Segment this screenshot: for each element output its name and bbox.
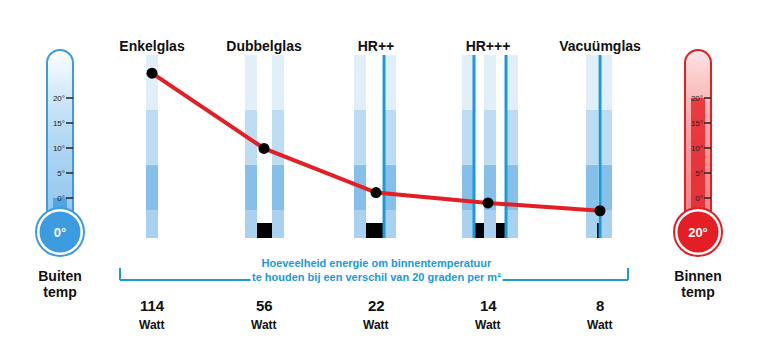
svg-text:20°: 20° <box>688 225 708 240</box>
svg-text:Watt: Watt <box>587 318 613 332</box>
svg-text:Vacuümglas: Vacuümglas <box>559 38 641 54</box>
svg-text:5°: 5° <box>695 169 703 178</box>
svg-text:temp: temp <box>681 284 714 300</box>
svg-text:Watt: Watt <box>475 318 501 332</box>
svg-text:temp: temp <box>43 284 76 300</box>
svg-text:10°: 10° <box>691 144 703 153</box>
svg-text:Hoeveelheid energie om binnent: Hoeveelheid energie om binnentemperatuur… <box>252 257 501 283</box>
svg-text:HR++: HR++ <box>358 38 395 54</box>
svg-text:20°: 20° <box>53 94 65 103</box>
svg-text:22: 22 <box>368 297 385 314</box>
svg-text:15°: 15° <box>53 119 65 128</box>
svg-text:56: 56 <box>256 297 273 314</box>
svg-text:0°: 0° <box>57 194 65 203</box>
svg-text:5°: 5° <box>57 169 65 178</box>
svg-text:14: 14 <box>480 297 497 314</box>
svg-text:Dubbelglas: Dubbelglas <box>226 38 302 54</box>
svg-text:114: 114 <box>140 297 165 314</box>
svg-text:8: 8 <box>596 297 604 314</box>
svg-text:0°: 0° <box>54 225 66 240</box>
svg-text:Watt: Watt <box>363 318 389 332</box>
svg-text:Watt: Watt <box>139 318 165 332</box>
svg-text:HR+++: HR+++ <box>466 38 511 54</box>
svg-text:20°: 20° <box>691 94 703 103</box>
svg-text:Buiten: Buiten <box>38 268 82 284</box>
svg-text:Binnen: Binnen <box>674 268 721 284</box>
svg-text:0°: 0° <box>695 194 703 203</box>
svg-text:Watt: Watt <box>251 318 277 332</box>
svg-text:15°: 15° <box>691 119 703 128</box>
svg-text:Enkelglas: Enkelglas <box>119 38 185 54</box>
svg-text:10°: 10° <box>53 144 65 153</box>
